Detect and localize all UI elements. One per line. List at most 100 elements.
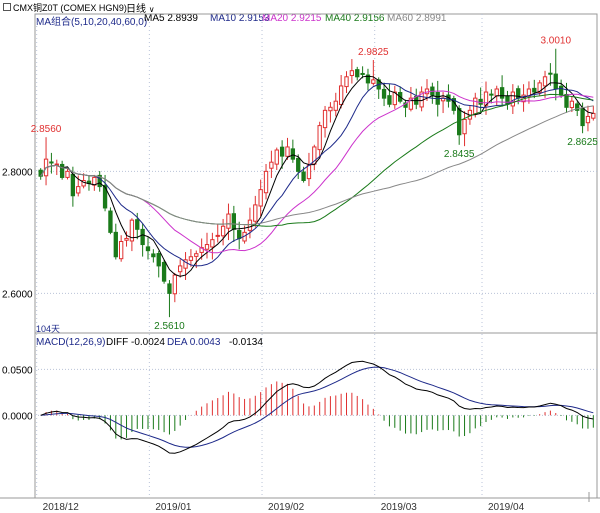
candle-body [263,170,269,194]
candle-body [532,87,537,93]
candle-body [258,189,263,207]
candle-body [542,76,548,87]
candle-body [226,213,231,229]
macd-legend-label[interactable]: MACD(12,26,9) [36,337,106,348]
candle-body [102,184,108,209]
candle-body [279,146,285,157]
price-annotation: 2.9825 [358,47,389,58]
x-tick-label: 2018/12 [43,502,80,513]
candle-body [558,85,564,96]
candle-body [355,69,360,78]
ma-legend-ma20: MA20 2.9215 [262,13,322,24]
candle-body [462,119,467,135]
diff-line [40,360,594,454]
candle-body [585,115,591,124]
ma-line-ma5 [40,75,594,277]
candle-body [220,225,226,237]
candle-body [349,70,355,76]
price-annotation: 2.8560 [31,124,62,135]
ma-legend-group[interactable]: MA组合(5,10,20,40,60,0) [36,17,148,28]
candle-body [204,244,210,250]
candle-body [328,106,333,112]
candle-body [161,261,167,282]
candle-body [156,253,161,267]
period-label: 日线 [126,4,146,15]
price-panel-frame [34,13,598,334]
candle-body [392,91,397,106]
ma-legend-ma60: MA60 2.8991 [387,13,447,24]
candle-body [59,163,65,178]
candle-body [237,230,242,239]
candle-body [537,82,542,93]
candle-body [301,171,306,181]
macd-tick-label: 0.0000 [2,411,33,422]
x-tick-label: 2019/03 [381,502,418,513]
macd-legend-hist: -0.0134 [229,337,263,348]
bar-count-label: 104天 [36,324,61,334]
candle-body [70,173,76,197]
period-selector[interactable]: 日线 ∨ [126,0,155,15]
x-tick-label: 2019/04 [488,502,525,513]
candle-body [499,87,505,99]
candle-body [548,72,553,75]
candle-body [151,253,156,258]
candle-body [231,213,236,230]
ma-line-ma20 [40,90,594,254]
candle-body [269,161,274,169]
candle-body [188,256,194,261]
candle-body [81,180,86,187]
candle-body [178,265,183,273]
candle-body [306,164,312,180]
candle-body [290,148,296,160]
candle-body [65,170,70,178]
candle-body [371,79,376,84]
candle-body [49,161,54,164]
candle-body [247,219,253,231]
candle-body [183,259,188,269]
price-annotation: 3.0010 [540,36,571,47]
dea-line [40,366,594,448]
ma-line-ma10 [40,82,594,267]
candle-body [285,146,290,157]
macd-tick-label: 0.0500 [2,365,33,376]
price-annotation: 2.8435 [444,149,475,160]
candle-body [140,228,145,246]
candle-body [253,204,258,222]
candle-body [135,219,140,230]
candle-body [215,234,220,237]
candle-body [408,97,414,110]
price-annotation: 2.5610 [154,321,185,332]
candle-body [553,73,558,90]
candle-body [365,74,371,84]
candle-body [333,100,338,111]
chart-header: CMX铜Z0T (COMEX HGN9) 日线 ∨ [0,0,600,15]
price-annotation: 2.8625 [567,137,598,148]
candle-body [167,283,172,294]
candle-body [575,103,580,111]
candle-body [381,88,387,99]
x-tick-label: 2019/01 [155,502,192,513]
candle-body [489,93,494,96]
ma-legend-ma5: MA5 2.8939 [144,13,198,24]
candle-body [76,186,81,194]
candle-body [124,237,129,241]
candle-body [510,91,515,107]
price-tick-label: 2.6000 [2,289,33,300]
candle-body [338,85,344,106]
candle-body [54,163,59,166]
ma-line-ma60 [40,105,594,226]
candle-body [494,88,499,97]
macd-legend-dea: DEA 0.0043 [167,337,221,348]
instrument-name: CMX铜Z0T (COMEX HGN9) [13,3,127,13]
candle-body [317,125,322,151]
candle-body [108,210,113,233]
candle-body [113,231,118,258]
macd-legend-diff: DIFF -0.0024 [106,337,165,348]
price-tick-label: 2.8000 [2,167,33,178]
candle-body [564,93,569,108]
chevron-down-icon: ∨ [148,5,155,14]
candle-body [387,95,392,105]
candle-body [194,253,199,257]
candle-body [344,76,349,88]
